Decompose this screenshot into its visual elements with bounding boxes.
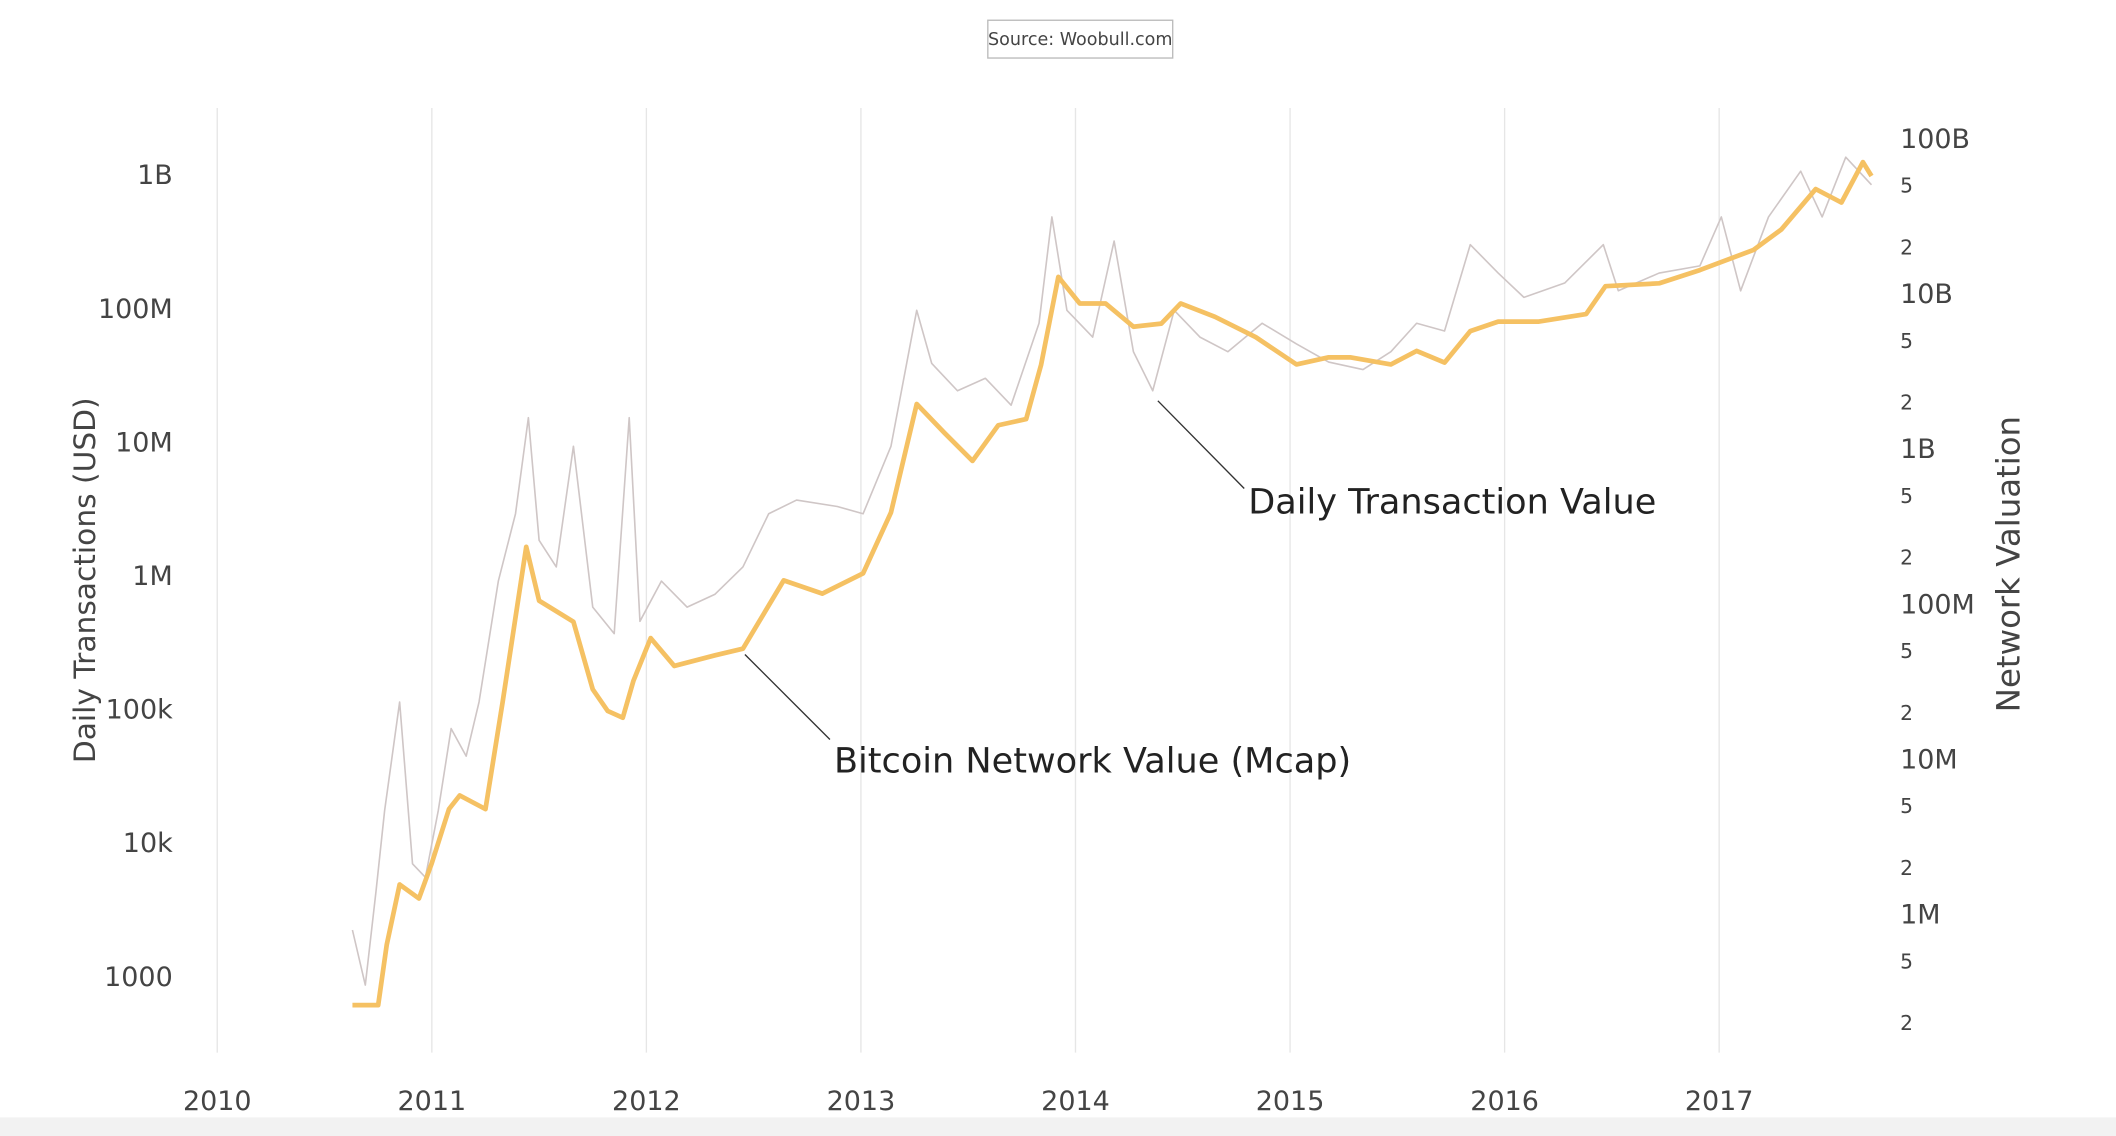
y-axis-label: Daily Transactions (USD) — [67, 397, 102, 763]
window-edge — [0, 1117, 2116, 1136]
x-tick-label: 2012 — [612, 1086, 681, 1117]
plot: 2010 2011 2012 2013 2014 2015 2016 2017 1000 10k 1… — [98, 107, 1975, 1117]
x-tick-label: 2010 — [183, 1086, 252, 1117]
y2-axis-label: Network Valuation — [1990, 416, 2028, 712]
series-annotation: Daily Transaction Value — [1248, 481, 1656, 522]
y2-tick-label: 2 — [1900, 235, 1913, 259]
y-tick-label: 1M — [132, 561, 172, 592]
annotation-leader — [1157, 400, 1245, 489]
y2-tick-label: 100M — [1900, 589, 1975, 620]
y2-tick-label: 1B — [1900, 434, 1936, 465]
y2-tick-label: 5 — [1900, 794, 1913, 818]
series-line — [352, 159, 1874, 1008]
y-tick-label: 10k — [123, 828, 173, 859]
y2-tick-label: 5 — [1900, 639, 1913, 663]
annotation-leader — [744, 654, 831, 740]
y-tick-label: 1B — [137, 160, 173, 191]
y2-tick-label: 5 — [1900, 174, 1913, 198]
y-tick-label: 100k — [106, 695, 173, 726]
y2-tick-label: 5 — [1900, 949, 1913, 973]
x-tick-label: 2014 — [1041, 1086, 1110, 1117]
y2-tick-label: 100B — [1900, 124, 1970, 155]
source-box — [987, 19, 1174, 59]
y-tick-label: 1000 — [104, 962, 173, 993]
source: Source: Woobull.com — [988, 30, 1172, 50]
y2-tick-label: 2 — [1900, 391, 1913, 415]
y2-tick-label: 5 — [1900, 329, 1913, 353]
x-tick-label: 2011 — [398, 1086, 467, 1117]
x-tick-label: 2016 — [1470, 1086, 1539, 1117]
y2-tick-label: 2 — [1900, 856, 1913, 880]
y2-tick-label: 2 — [1900, 1011, 1913, 1035]
y2-tick-label: 10B — [1900, 279, 1953, 310]
series-annotation: Bitcoin Network Value (Mcap) — [834, 740, 1351, 781]
y2-tick-label: 2 — [1900, 701, 1913, 725]
y-tick-label: 10M — [115, 427, 173, 458]
y2-tick-label: 5 — [1900, 484, 1913, 508]
y2-tick-label: 10M — [1900, 745, 1958, 776]
y2-tick-label: 2 — [1900, 546, 1913, 570]
x-tick-label: 2017 — [1685, 1086, 1754, 1117]
series-line — [351, 156, 1873, 986]
x-tick-label: 2013 — [827, 1086, 896, 1117]
y-tick-label: 100M — [98, 294, 173, 325]
y2-tick-label: 1M — [1900, 900, 1940, 931]
x-tick-label: 2015 — [1256, 1086, 1325, 1117]
